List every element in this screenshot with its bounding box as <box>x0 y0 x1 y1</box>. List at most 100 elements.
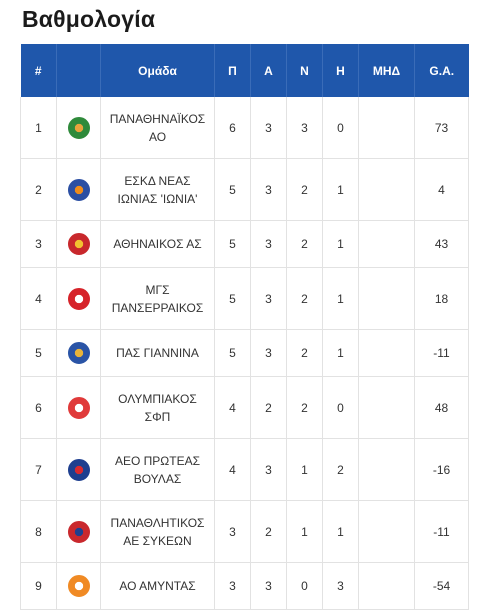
losses-cell: 0 <box>322 97 359 159</box>
team-name-cell[interactable]: ΠΑΣ ΓΙΑΝΝΙΝΑ <box>100 329 215 377</box>
team-name-cell[interactable]: ΕΣΚΔ ΝΕΑΣ ΙΩΝΙΑΣ 'ΙΩΝΙΑ' <box>100 158 215 221</box>
losses-cell: 0 <box>322 376 359 439</box>
header-draws[interactable]: Ν <box>286 44 323 97</box>
losses-cell: 2 <box>322 438 359 501</box>
wins-cell: 3 <box>250 329 287 377</box>
clean-sheets-cell <box>358 158 415 221</box>
team-name-cell[interactable]: ΜΓΣ ΠΑΝΣΕΡΡΑΙΚΟΣ <box>100 267 215 330</box>
goal-average-cell: -11 <box>414 329 469 377</box>
draws-cell: 2 <box>286 376 323 439</box>
team-name-cell[interactable]: ΑΟ ΑΜΥΝΤΑΣ <box>100 562 215 610</box>
wins-cell: 3 <box>250 220 287 268</box>
ionia-logo-icon[interactable] <box>67 178 90 201</box>
wins-cell: 3 <box>250 267 287 330</box>
header-team[interactable]: Ομάδα <box>100 44 215 97</box>
logo-cell <box>56 329 101 377</box>
table-header-row: # Ομάδα Π Α Ν Η ΜΗΔ G.A. <box>20 44 469 97</box>
team-name-cell[interactable]: ΑΘΗΝΑΙΚΟΣ ΑΣ <box>100 220 215 268</box>
wins-cell: 2 <box>250 376 287 439</box>
logo-cell <box>56 267 101 330</box>
table-row[interactable]: 1 ΠΑΝΑΘΗΝΑΪΚΟΣ ΑΟ 6 3 3 0 73 <box>20 97 469 159</box>
goal-average-cell: 48 <box>414 376 469 439</box>
team-name-cell[interactable]: ΠΑΝΑΘΗΝΑΪΚΟΣ ΑΟ <box>100 97 215 159</box>
goal-average-cell: 73 <box>414 97 469 159</box>
draws-cell: 0 <box>286 562 323 610</box>
draws-cell: 3 <box>286 97 323 159</box>
goal-average-cell: -11 <box>414 500 469 563</box>
goal-average-cell: -54 <box>414 562 469 610</box>
logo-cell <box>56 97 101 159</box>
table-row[interactable]: 5 ΠΑΣ ΓΙΑΝΝΙΝΑ 5 3 2 1 -11 <box>20 329 469 377</box>
pas-giannina-logo-icon[interactable] <box>67 342 90 364</box>
losses-cell: 1 <box>322 500 359 563</box>
team-name-cell[interactable]: ΠΑΝΑΘΛΗΤΙΚΟΣ ΑΕ ΣΥΚΕΩΝ <box>100 500 215 563</box>
proteas-logo-icon[interactable] <box>67 458 90 481</box>
wins-cell: 3 <box>250 97 287 159</box>
logo-cell <box>56 562 101 610</box>
header-logo <box>56 44 101 97</box>
table-row[interactable]: 2 ΕΣΚΔ ΝΕΑΣ ΙΩΝΙΑΣ 'ΙΩΝΙΑ' 5 3 2 1 4 <box>20 158 469 221</box>
position-cell: 9 <box>20 562 57 610</box>
panserraikos-logo-icon[interactable] <box>67 287 90 310</box>
team-name-cell[interactable]: ΟΛΥΜΠΙΑΚΟΣ ΣΦΠ <box>100 376 215 439</box>
position-cell: 3 <box>20 220 57 268</box>
played-cell: 5 <box>214 220 251 268</box>
table-row[interactable]: 8 ΠΑΝΑΘΛΗΤΙΚΟΣ ΑΕ ΣΥΚΕΩΝ 3 2 1 1 -11 <box>20 500 469 563</box>
olympiakos-logo-icon[interactable] <box>67 396 90 419</box>
panathlitikos-logo-icon[interactable] <box>67 520 90 543</box>
draws-cell: 2 <box>286 158 323 221</box>
losses-cell: 1 <box>322 158 359 221</box>
played-cell: 5 <box>214 158 251 221</box>
goal-average-cell: -16 <box>414 438 469 501</box>
logo-cell <box>56 158 101 221</box>
team-name-cell[interactable]: ΑΕΟ ΠΡΩΤΕΑΣ ΒΟΥΛΑΣ <box>100 438 215 501</box>
table-row[interactable]: 4 ΜΓΣ ΠΑΝΣΕΡΡΑΙΚΟΣ 5 3 2 1 18 <box>20 267 469 330</box>
wins-cell: 3 <box>250 562 287 610</box>
logo-cell <box>56 376 101 439</box>
position-cell: 2 <box>20 158 57 221</box>
header-goal-average[interactable]: G.A. <box>414 44 469 97</box>
logo-cell <box>56 500 101 563</box>
position-cell: 6 <box>20 376 57 439</box>
clean-sheets-cell <box>358 376 415 439</box>
athinaikos-logo-icon[interactable] <box>67 233 90 255</box>
position-cell: 8 <box>20 500 57 563</box>
clean-sheets-cell <box>358 329 415 377</box>
played-cell: 3 <box>214 562 251 610</box>
clean-sheets-cell <box>358 438 415 501</box>
panathinaikos-logo-icon[interactable] <box>67 116 90 139</box>
played-cell: 6 <box>214 97 251 159</box>
draws-cell: 1 <box>286 438 323 501</box>
header-wins[interactable]: Α <box>250 44 287 97</box>
table-row[interactable]: 6 ΟΛΥΜΠΙΑΚΟΣ ΣΦΠ 4 2 2 0 48 <box>20 376 469 439</box>
header-played[interactable]: Π <box>214 44 251 97</box>
header-position[interactable]: # <box>20 44 57 97</box>
clean-sheets-cell <box>358 220 415 268</box>
wins-cell: 3 <box>250 158 287 221</box>
losses-cell: 1 <box>322 220 359 268</box>
draws-cell: 2 <box>286 267 323 330</box>
played-cell: 3 <box>214 500 251 563</box>
position-cell: 5 <box>20 329 57 377</box>
table-row[interactable]: 9 ΑΟ ΑΜΥΝΤΑΣ 3 3 0 3 -54 <box>20 562 469 610</box>
amyntas-logo-icon[interactable] <box>67 575 90 597</box>
header-losses[interactable]: Η <box>322 44 359 97</box>
page-title: Βαθμολογία <box>22 6 156 32</box>
goal-average-cell: 4 <box>414 158 469 221</box>
played-cell: 4 <box>214 438 251 501</box>
losses-cell: 3 <box>322 562 359 610</box>
clean-sheets-cell <box>358 562 415 610</box>
header-clean-sheets[interactable]: ΜΗΔ <box>358 44 415 97</box>
logo-cell <box>56 220 101 268</box>
clean-sheets-cell <box>358 267 415 330</box>
draws-cell: 1 <box>286 500 323 563</box>
goal-average-cell: 43 <box>414 220 469 268</box>
table-row[interactable]: 7 ΑΕΟ ΠΡΩΤΕΑΣ ΒΟΥΛΑΣ 4 3 1 2 -16 <box>20 438 469 501</box>
logo-cell <box>56 438 101 501</box>
position-cell: 1 <box>20 97 57 159</box>
standings-table: # Ομάδα Π Α Ν Η ΜΗΔ G.A. 1 ΠΑΝΑΘΗΝΑΪΚΟΣ Α… <box>20 44 469 610</box>
draws-cell: 2 <box>286 220 323 268</box>
table-row[interactable]: 3 ΑΘΗΝΑΙΚΟΣ ΑΣ 5 3 2 1 43 <box>20 220 469 268</box>
position-cell: 7 <box>20 438 57 501</box>
